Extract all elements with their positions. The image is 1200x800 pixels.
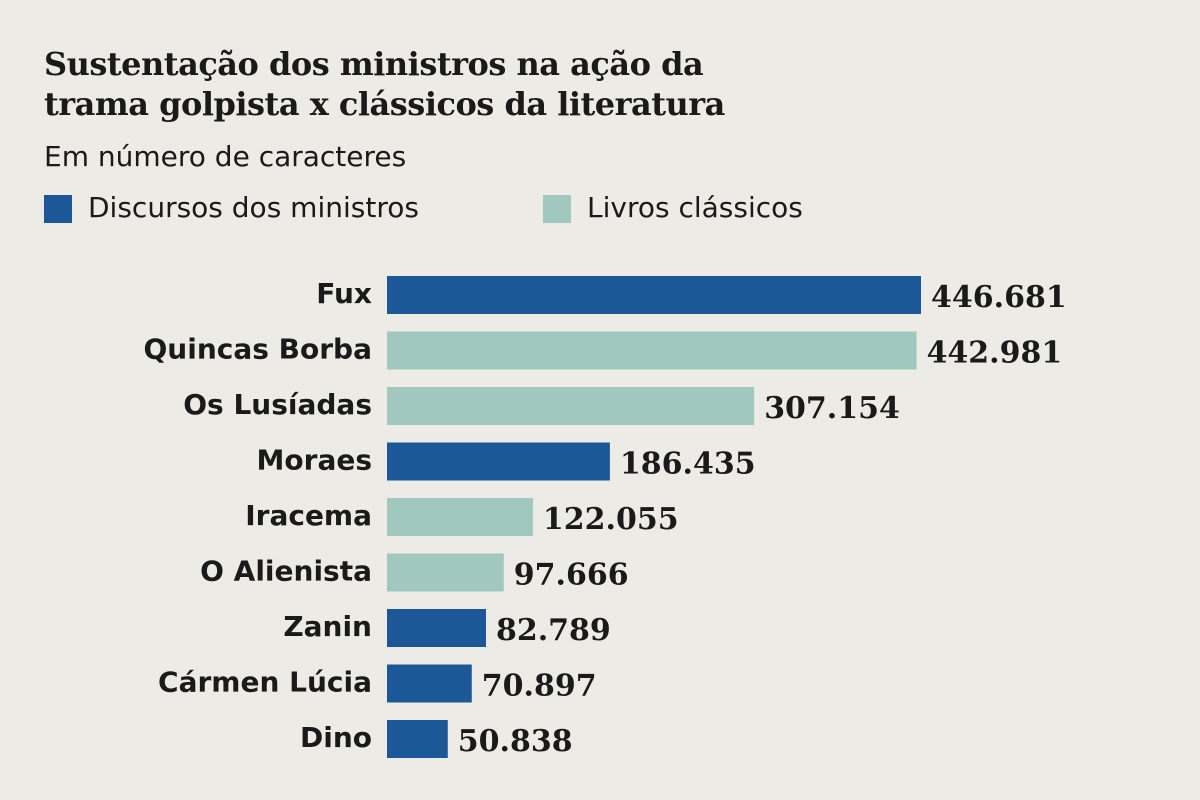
value-label: 70.897 (482, 669, 597, 704)
bar (387, 442, 610, 481)
value-label: 82.789 (496, 613, 611, 648)
value-label: 186.435 (620, 447, 756, 482)
value-label: 446.681 (931, 280, 1067, 315)
category-label: Os Lusíadas (183, 388, 372, 421)
category-label: O Alienista (200, 555, 372, 588)
bar (387, 664, 472, 703)
value-label: 122.055 (543, 502, 679, 537)
legend-swatch (44, 195, 72, 223)
chart-subtitle: Em número de caracteres (44, 140, 406, 173)
category-label: Dino (300, 721, 372, 754)
bar (387, 553, 504, 592)
category-label: Fux (316, 277, 372, 310)
legend-swatch (543, 195, 571, 223)
bar (387, 387, 755, 425)
bar (387, 609, 486, 647)
bar (387, 331, 917, 370)
category-label: Quincas Borba (144, 333, 373, 366)
category-label: Cármen Lúcia (158, 666, 372, 699)
bar (387, 276, 921, 314)
category-label: Iracema (245, 499, 372, 532)
category-label: Moraes (257, 444, 372, 477)
value-label: 97.666 (514, 558, 629, 593)
bar (387, 720, 448, 758)
category-label: Zanin (283, 610, 372, 643)
legend-label: Livros clássicos (587, 191, 803, 224)
legend-label: Discursos dos ministros (88, 191, 419, 224)
chart-title: Sustentação dos ministros na ação da tra… (44, 45, 725, 123)
value-label: 307.154 (764, 391, 900, 426)
bar (387, 498, 533, 536)
value-label: 50.838 (458, 724, 573, 759)
value-label: 442.981 (927, 336, 1063, 371)
